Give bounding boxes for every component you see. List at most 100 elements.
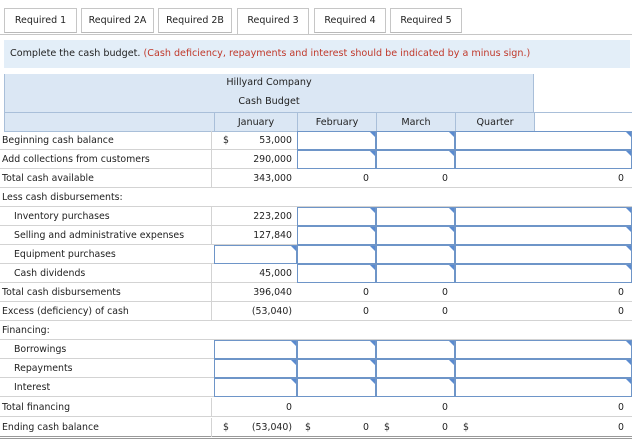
january-value: 290,000 [211,150,295,169]
january-value: $ 53,000 [211,131,295,150]
january-value: 343,000 [211,169,295,188]
value: 223,200 [253,211,292,222]
input-beginning-quarter[interactable] [455,131,632,150]
tab-required-4[interactable]: Required 4 [314,8,386,33]
value: 0 [442,402,448,413]
quarter-value: 0 [451,169,628,188]
input-inventory-quarter[interactable] [455,207,632,226]
input-inventory-march[interactable] [376,207,455,226]
input-equipment-quarter[interactable] [455,245,632,264]
row-label: Excess (deficiency) of cash [2,306,129,317]
row-less-cash-disbursements: Less cash disbursements: [0,188,632,207]
quarter-value: 0 [451,398,628,417]
value: 0 [286,402,292,413]
row-label: Ending cash balance [2,422,99,433]
march-value: 0 [372,283,452,302]
value: 0 [363,422,369,433]
input-selling-quarter[interactable] [455,226,632,245]
input-beginning-march[interactable] [376,131,455,150]
column-header-february: February [297,112,377,132]
input-inventory-february[interactable] [297,207,376,226]
currency-symbol: $ [223,135,229,146]
input-collections-march[interactable] [376,150,455,169]
tab-required-3[interactable]: Required 3 [237,8,309,35]
input-selling-march[interactable] [376,226,455,245]
input-equipment-march[interactable] [376,245,455,264]
value: 0 [442,306,448,317]
march-value: 0 [372,169,452,188]
tab-required-2b[interactable]: Required 2B [158,8,232,33]
instruction-text: Complete the cash budget. [10,48,141,59]
january-value: 0 [211,398,295,417]
tab-required-5[interactable]: Required 5 [390,8,462,33]
january-value: 223,200 [211,207,295,226]
currency-symbol: $ [384,422,390,433]
quarter-value: 0 [451,302,628,321]
value: 0 [442,287,448,298]
input-repayments-quarter[interactable] [455,359,632,378]
february-value [293,398,373,417]
february-value: 0 [293,283,373,302]
value: 0 [363,306,369,317]
value: 0 [363,287,369,298]
currency-symbol: $ [305,422,311,433]
header-filler [534,112,632,132]
input-borrowings-february[interactable] [297,340,376,359]
quarter-value: $0 [451,418,628,437]
input-borrowings-march[interactable] [376,340,455,359]
row-label: Total cash available [2,173,94,184]
input-repayments-march[interactable] [376,359,455,378]
march-value: $0 [372,418,452,437]
row-label: Inventory purchases [14,211,110,222]
march-value: 0 [372,398,452,417]
row-ending-cash-balance: Ending cash balance $ (53,040) $0 $0 $0 [0,418,632,439]
input-interest-quarter[interactable] [455,378,632,397]
input-dividends-march[interactable] [376,264,455,283]
row-label: Selling and administrative expenses [14,230,185,241]
input-dividends-quarter[interactable] [455,264,632,283]
column-header-quarter: Quarter [455,112,535,132]
tab-divider [0,34,632,35]
row-label: Less cash disbursements: [2,192,123,203]
input-collections-february[interactable] [297,150,376,169]
january-value: 396,040 [211,283,295,302]
row-label: Repayments [14,363,73,374]
january-value: 45,000 [211,264,295,283]
february-value: $0 [293,418,373,437]
row-label: Interest [14,382,51,393]
march-value: 0 [372,302,452,321]
february-value: 0 [293,302,373,321]
row-excess-deficiency: Excess (deficiency) of cash (53,040) 0 0… [0,302,632,321]
row-label: Equipment purchases [14,249,116,260]
value: 396,040 [253,287,292,298]
label-column-header [4,112,215,132]
row-total-cash-available: Total cash available 343,000 0 0 0 [0,169,632,188]
value: 0 [618,173,624,184]
input-beginning-february[interactable] [297,131,376,150]
tab-required-1[interactable]: Required 1 [4,8,77,33]
input-repayments-january[interactable] [214,359,297,378]
input-borrowings-quarter[interactable] [455,340,632,359]
input-repayments-february[interactable] [297,359,376,378]
value: 0 [442,422,448,433]
row-total-financing: Total financing 0 0 0 [0,398,632,417]
budget-title: Cash Budget [4,93,534,112]
input-equipment-february[interactable] [297,245,376,264]
value: 0 [618,306,624,317]
input-dividends-february[interactable] [297,264,376,283]
quarter-value: 0 [451,283,628,302]
input-borrowings-january[interactable] [214,340,297,359]
input-equipment-january[interactable] [214,245,297,264]
input-selling-february[interactable] [297,226,376,245]
input-interest-january[interactable] [214,378,297,397]
column-header-january: January [214,112,298,132]
instruction-banner: Complete the cash budget. (Cash deficien… [4,40,630,68]
input-collections-quarter[interactable] [455,150,632,169]
value: (53,040) [251,306,292,317]
row-label: Total cash disbursements [2,287,121,298]
input-interest-february[interactable] [297,378,376,397]
value: 343,000 [253,173,292,184]
input-interest-march[interactable] [376,378,455,397]
tab-required-2a[interactable]: Required 2A [81,8,154,33]
